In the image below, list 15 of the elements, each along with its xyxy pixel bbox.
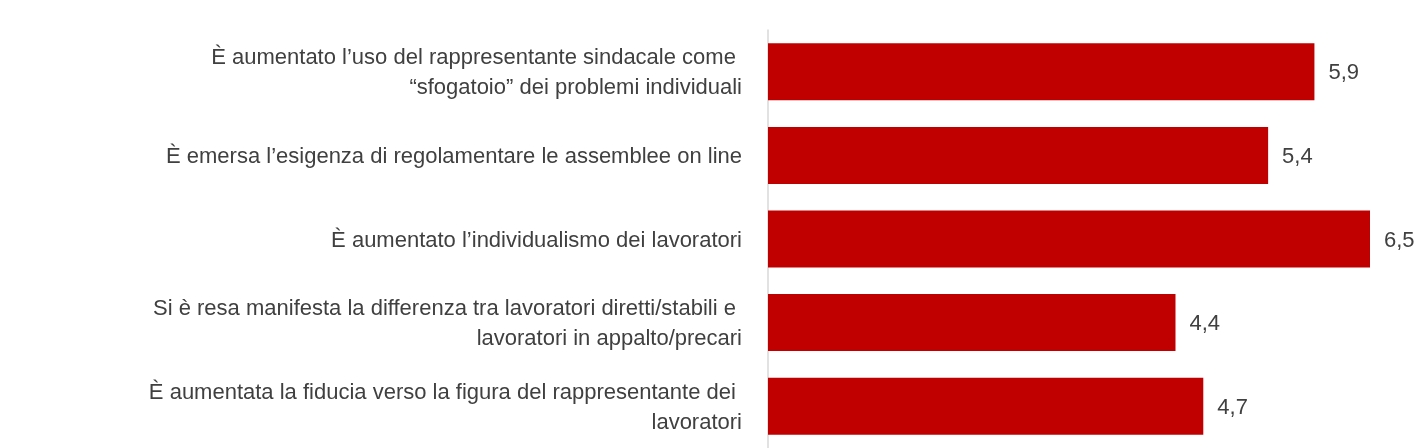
y-tick-label: È aumentato l’individualismo dei lavoratori — [331, 226, 742, 252]
y-tick-label: È aumentata la fiducia verso la figura del rappresentante dei lavoratori — [148, 378, 742, 434]
bar — [768, 294, 1176, 352]
bar — [768, 210, 1370, 268]
y-tick-label: È emersa l’esigenza di regolamentare le assemblee on line — [166, 142, 742, 168]
y-tick-label: È aumentato l’uso del rappresentante sindacale come “sfogatoio” dei problemi individuali — [211, 44, 742, 100]
bar — [768, 377, 1204, 435]
data-label: 4,7 — [1217, 393, 1248, 419]
data-label: 5,9 — [1328, 59, 1360, 85]
y-tick-label: Si è resa manifesta la differenza tra lavoratori diretti/stabili e lavoratori in appalto/precari — [153, 295, 742, 351]
bar — [768, 43, 1315, 101]
data-label: 4,4 — [1189, 310, 1221, 336]
data-label: 5,4 — [1282, 142, 1313, 168]
data-label: 6,5 — [1384, 226, 1415, 252]
bar — [768, 126, 1269, 184]
